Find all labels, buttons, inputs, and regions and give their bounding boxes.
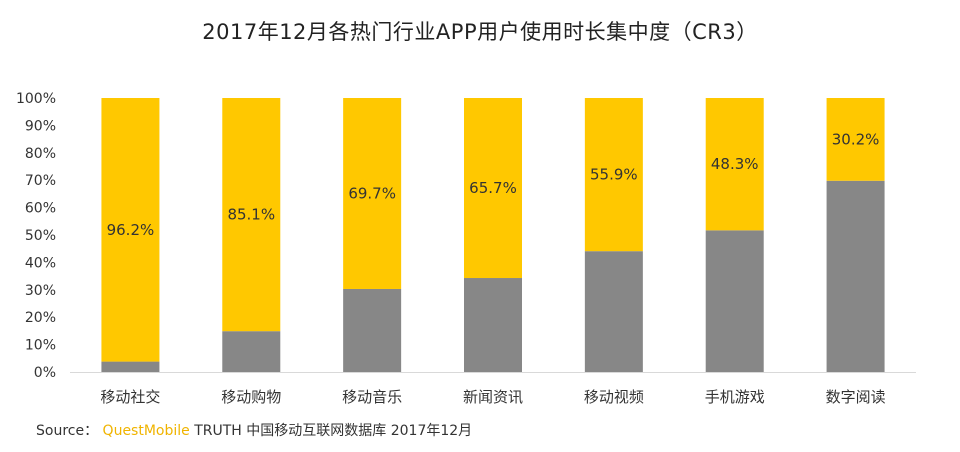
bar-segment-bottom (464, 278, 522, 372)
x-axis: 移动社交 移动购物 移动音乐 新闻资讯 移动视频 手机游戏 数字阅读 (100, 388, 885, 406)
y-tick-label: 80% (25, 146, 56, 162)
data-label: 55.9% (590, 166, 638, 184)
bar-segment-top (826, 98, 885, 181)
source-suffix: TRUTH 中国移动互联网数据库 2017年12月 (194, 423, 473, 439)
y-tick-label: 60% (25, 201, 56, 217)
y-tick-label: 30% (25, 283, 56, 299)
x-tick-label: 移动音乐 (342, 388, 402, 406)
y-axis: 0% 10% 20% 30% 40% 50% 60% 70% 80% 90% 100% (16, 91, 56, 381)
y-tick-label: 20% (25, 310, 56, 326)
y-tick-label: 40% (25, 255, 56, 271)
data-label: 48.3% (711, 155, 759, 173)
bar-segment-top (705, 98, 764, 231)
y-tick-label: 100% (16, 91, 56, 107)
data-label: 69.7% (348, 184, 396, 202)
x-tick-label: 移动购物 (221, 388, 281, 406)
source-prefix: Source： (36, 423, 99, 439)
bar-segment-bottom (222, 331, 281, 372)
y-tick-label: 0% (34, 365, 56, 381)
bar-segment-top (584, 98, 643, 252)
source-line: Source： QuestMobile TRUTH 中国移动互联网数据库 201… (36, 420, 472, 440)
data-label: 96.2% (107, 221, 155, 239)
chart-title: 2017年12月各热门行业APP用户使用时长集中度（CR3） (202, 20, 758, 44)
x-tick-label: 移动视频 (584, 388, 644, 406)
bar-segment-top (101, 98, 160, 362)
bar-segment-bottom (826, 180, 885, 372)
x-tick-label: 移动社交 (100, 388, 160, 406)
data-label: 30.2% (832, 130, 880, 148)
x-tick-label: 手机游戏 (705, 388, 765, 406)
source-brand: QuestMobile (102, 423, 190, 439)
x-tick-label: 新闻资讯 (463, 388, 523, 406)
y-tick-label: 10% (25, 338, 56, 354)
y-tick-label: 90% (25, 118, 56, 134)
bar-segment-bottom (584, 251, 643, 372)
bar-segment-bottom (343, 288, 402, 372)
y-tick-label: 70% (25, 173, 56, 189)
data-label: 65.7% (469, 179, 517, 197)
x-tick-label: 数字阅读 (826, 388, 886, 406)
bar-segment-top (464, 98, 522, 279)
y-tick-label: 50% (25, 228, 56, 244)
bar-segment-bottom (101, 361, 160, 372)
bar-segment-bottom (705, 230, 764, 372)
bars: 96.2% 85.1% 69.7% 65.7% 55.9% 48.3% 30.2% (101, 98, 885, 372)
bar-segment-top (343, 98, 402, 289)
data-label: 85.1% (227, 206, 275, 224)
bar-segment-top (222, 98, 281, 332)
